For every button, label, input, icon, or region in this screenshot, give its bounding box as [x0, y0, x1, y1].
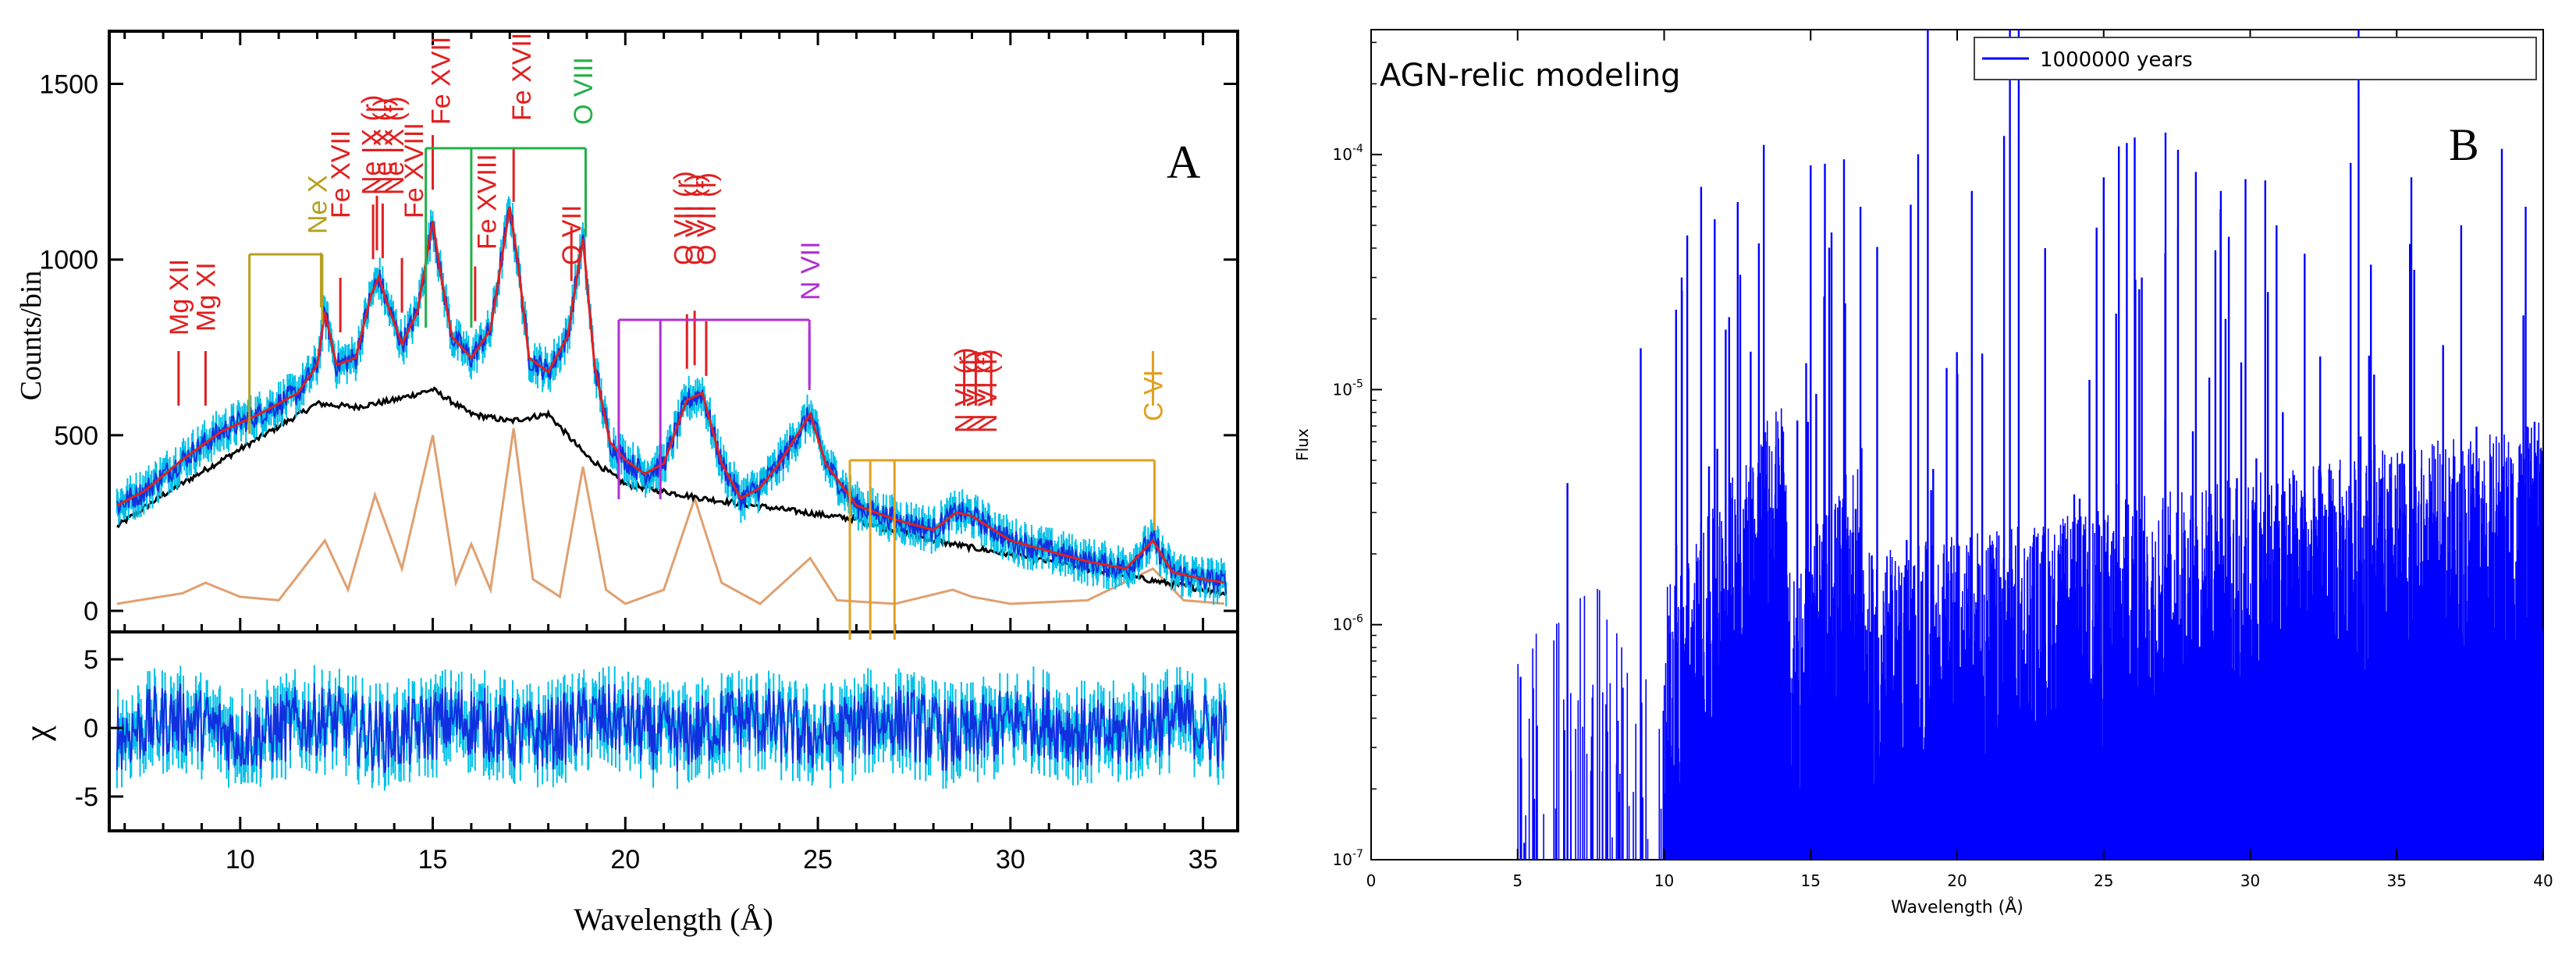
b-x-tick-label: 40 — [2533, 871, 2553, 890]
b-y-tick-exponent: -6 — [1352, 613, 1363, 626]
continuum-curve — [116, 386, 1228, 597]
panel-a-letter: A — [1167, 137, 1200, 188]
flux-emission-lines — [1519, 30, 2536, 860]
legend-box — [1974, 37, 2537, 80]
line-label: N VI (f) — [973, 349, 1003, 433]
line-label: N VI (r) — [950, 347, 980, 433]
panel-b-title: AGN-relic modeling — [1380, 58, 1681, 94]
b-y-tick-label: 10 — [1333, 380, 1352, 399]
line-label: Ne X — [303, 175, 332, 234]
b-x-tick-label: 15 — [1801, 871, 1821, 890]
line-label: Fe XVII — [426, 37, 456, 125]
panel-b-letter: B — [2449, 119, 2479, 170]
x-tick-label: 35 — [1189, 845, 1218, 875]
ne-x-series-bracket — [248, 253, 324, 434]
b-x-tick-label: 35 — [2387, 871, 2407, 890]
line-label: O VII (f) — [692, 172, 722, 265]
y-tick-label: 0 — [83, 597, 98, 626]
b-y-tick-exponent: -4 — [1352, 143, 1363, 155]
b-x-tick-label: 10 — [1654, 871, 1674, 890]
b-x-tick-label: 0 — [1366, 871, 1377, 890]
line-label: Mg XI — [191, 262, 221, 332]
line-label: Fe XVIII — [400, 122, 429, 218]
residual-y-tick-label: -5 — [75, 782, 98, 812]
panel-a-residual-frame — [108, 630, 1239, 832]
o-viii-series-bracket — [425, 147, 587, 328]
panel-b-ylabel: Flux — [1293, 428, 1312, 461]
c-vi-series-bracket — [848, 459, 1156, 640]
line-label: Ne IX (f) — [380, 96, 410, 195]
line-label: O VII (r) — [669, 171, 698, 265]
residual-series — [115, 683, 1228, 773]
y-tick-label: 1000 — [39, 246, 98, 275]
b-y-tick-label: 10 — [1333, 616, 1352, 634]
b-x-tick-label: 25 — [2094, 871, 2113, 890]
y-tick-label: 500 — [54, 421, 98, 451]
n-vii-series-bracket — [617, 318, 811, 499]
line-label: N VII — [796, 241, 826, 300]
residual-y-tick-label: 0 — [83, 714, 98, 743]
b-y-tick-exponent: -5 — [1352, 378, 1363, 390]
total-model-curve — [116, 206, 1224, 584]
x-tick-label: 30 — [996, 845, 1025, 875]
line-label: Fe XVII — [507, 33, 537, 121]
b-x-tick-label: 30 — [2240, 871, 2260, 890]
b-y-tick-label: 10 — [1333, 145, 1352, 164]
line-label: Fe XVII — [326, 130, 356, 218]
panel-b-xlabel: Wavelength (Å) — [1891, 896, 2023, 917]
legend: 1000000 years — [1974, 37, 2537, 80]
line-label: N VI (i) — [961, 350, 991, 433]
line-label: Mg XII — [165, 259, 194, 335]
x-tick-label: 25 — [803, 845, 833, 875]
x-tick-label: 15 — [418, 845, 448, 875]
line-label: O VII (i) — [680, 174, 710, 265]
b-y-tick-exponent: -7 — [1352, 848, 1363, 860]
x-tick-label: 10 — [226, 845, 255, 875]
panel-b: 10-710-610-510-4 0 5 10 15 20 25 30 35 40 Flux W… — [1293, 29, 2553, 917]
x-tick-label: 20 — [610, 845, 640, 875]
b-x-tick-label: 20 — [1947, 871, 1967, 890]
residual-ylabel: χ — [18, 726, 56, 742]
line-label: Ne IX (r) — [357, 95, 387, 195]
panel-a-ylabel: Counts/bin — [15, 271, 48, 401]
legend-label: 1000000 years — [2040, 48, 2193, 72]
line-label: O VII — [557, 205, 587, 265]
b-y-tick-label: 10 — [1333, 850, 1352, 869]
flux-spectrum-body — [1517, 408, 2544, 860]
residual-y-tick-label: 5 — [83, 645, 98, 675]
line-label: O VIII — [569, 57, 599, 125]
line-model-curve — [116, 428, 1224, 605]
b-x-tick-label: 5 — [1512, 871, 1523, 890]
panel-a-xlabel: Wavelength (Å) — [574, 902, 773, 937]
line-label: C VI — [1139, 370, 1168, 421]
y-tick-label: 1500 — [39, 70, 98, 100]
line-label: Fe XVIII — [473, 154, 503, 250]
line-label: Ne IX (i) — [368, 98, 398, 195]
